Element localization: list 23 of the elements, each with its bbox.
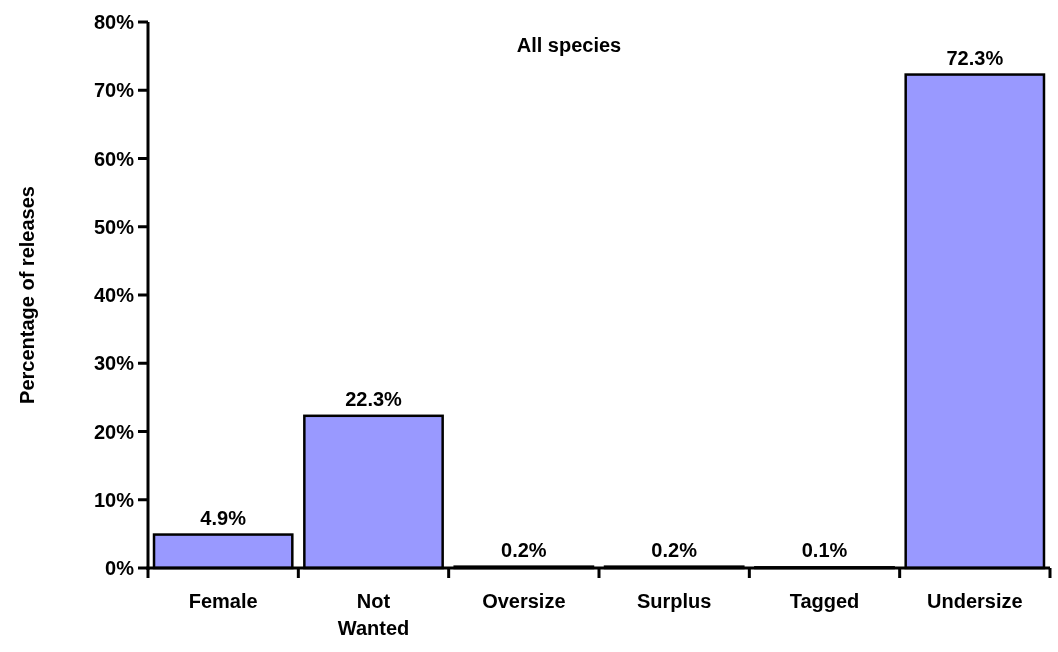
data-label: 4.9% xyxy=(200,506,247,529)
y-axis-title: Percentage of releases xyxy=(16,186,38,404)
data-label: 0.1% xyxy=(801,539,848,562)
x-tick-label: Surplus xyxy=(636,590,712,612)
x-tick-label: Undersize xyxy=(927,590,1023,612)
text: All species xyxy=(516,34,622,56)
y-tick-label: 60% xyxy=(93,147,135,170)
y-tick-label: 40% xyxy=(93,284,135,306)
y-tick-label: 10% xyxy=(93,488,135,511)
x-tick-label: Not Wanted xyxy=(337,590,410,639)
y-tick-label: 70% xyxy=(93,79,135,102)
x-tick-label: Oversize xyxy=(482,590,566,612)
data-label: 0.2% xyxy=(501,538,547,561)
y-tick-label: 20% xyxy=(93,420,135,443)
data-label: 22.3% xyxy=(345,387,403,410)
x-tick-label: Female xyxy=(188,590,258,612)
data-label: 0.2% xyxy=(651,538,698,561)
y-tick-label: 30% xyxy=(93,352,135,375)
data-label: 72.3% xyxy=(946,46,1004,69)
x-tick-label: Tagged xyxy=(789,590,860,612)
y-tick-label: 80% xyxy=(93,11,135,33)
y-tick-label: 0% xyxy=(105,557,135,579)
y-tick-label: 50% xyxy=(93,215,135,238)
